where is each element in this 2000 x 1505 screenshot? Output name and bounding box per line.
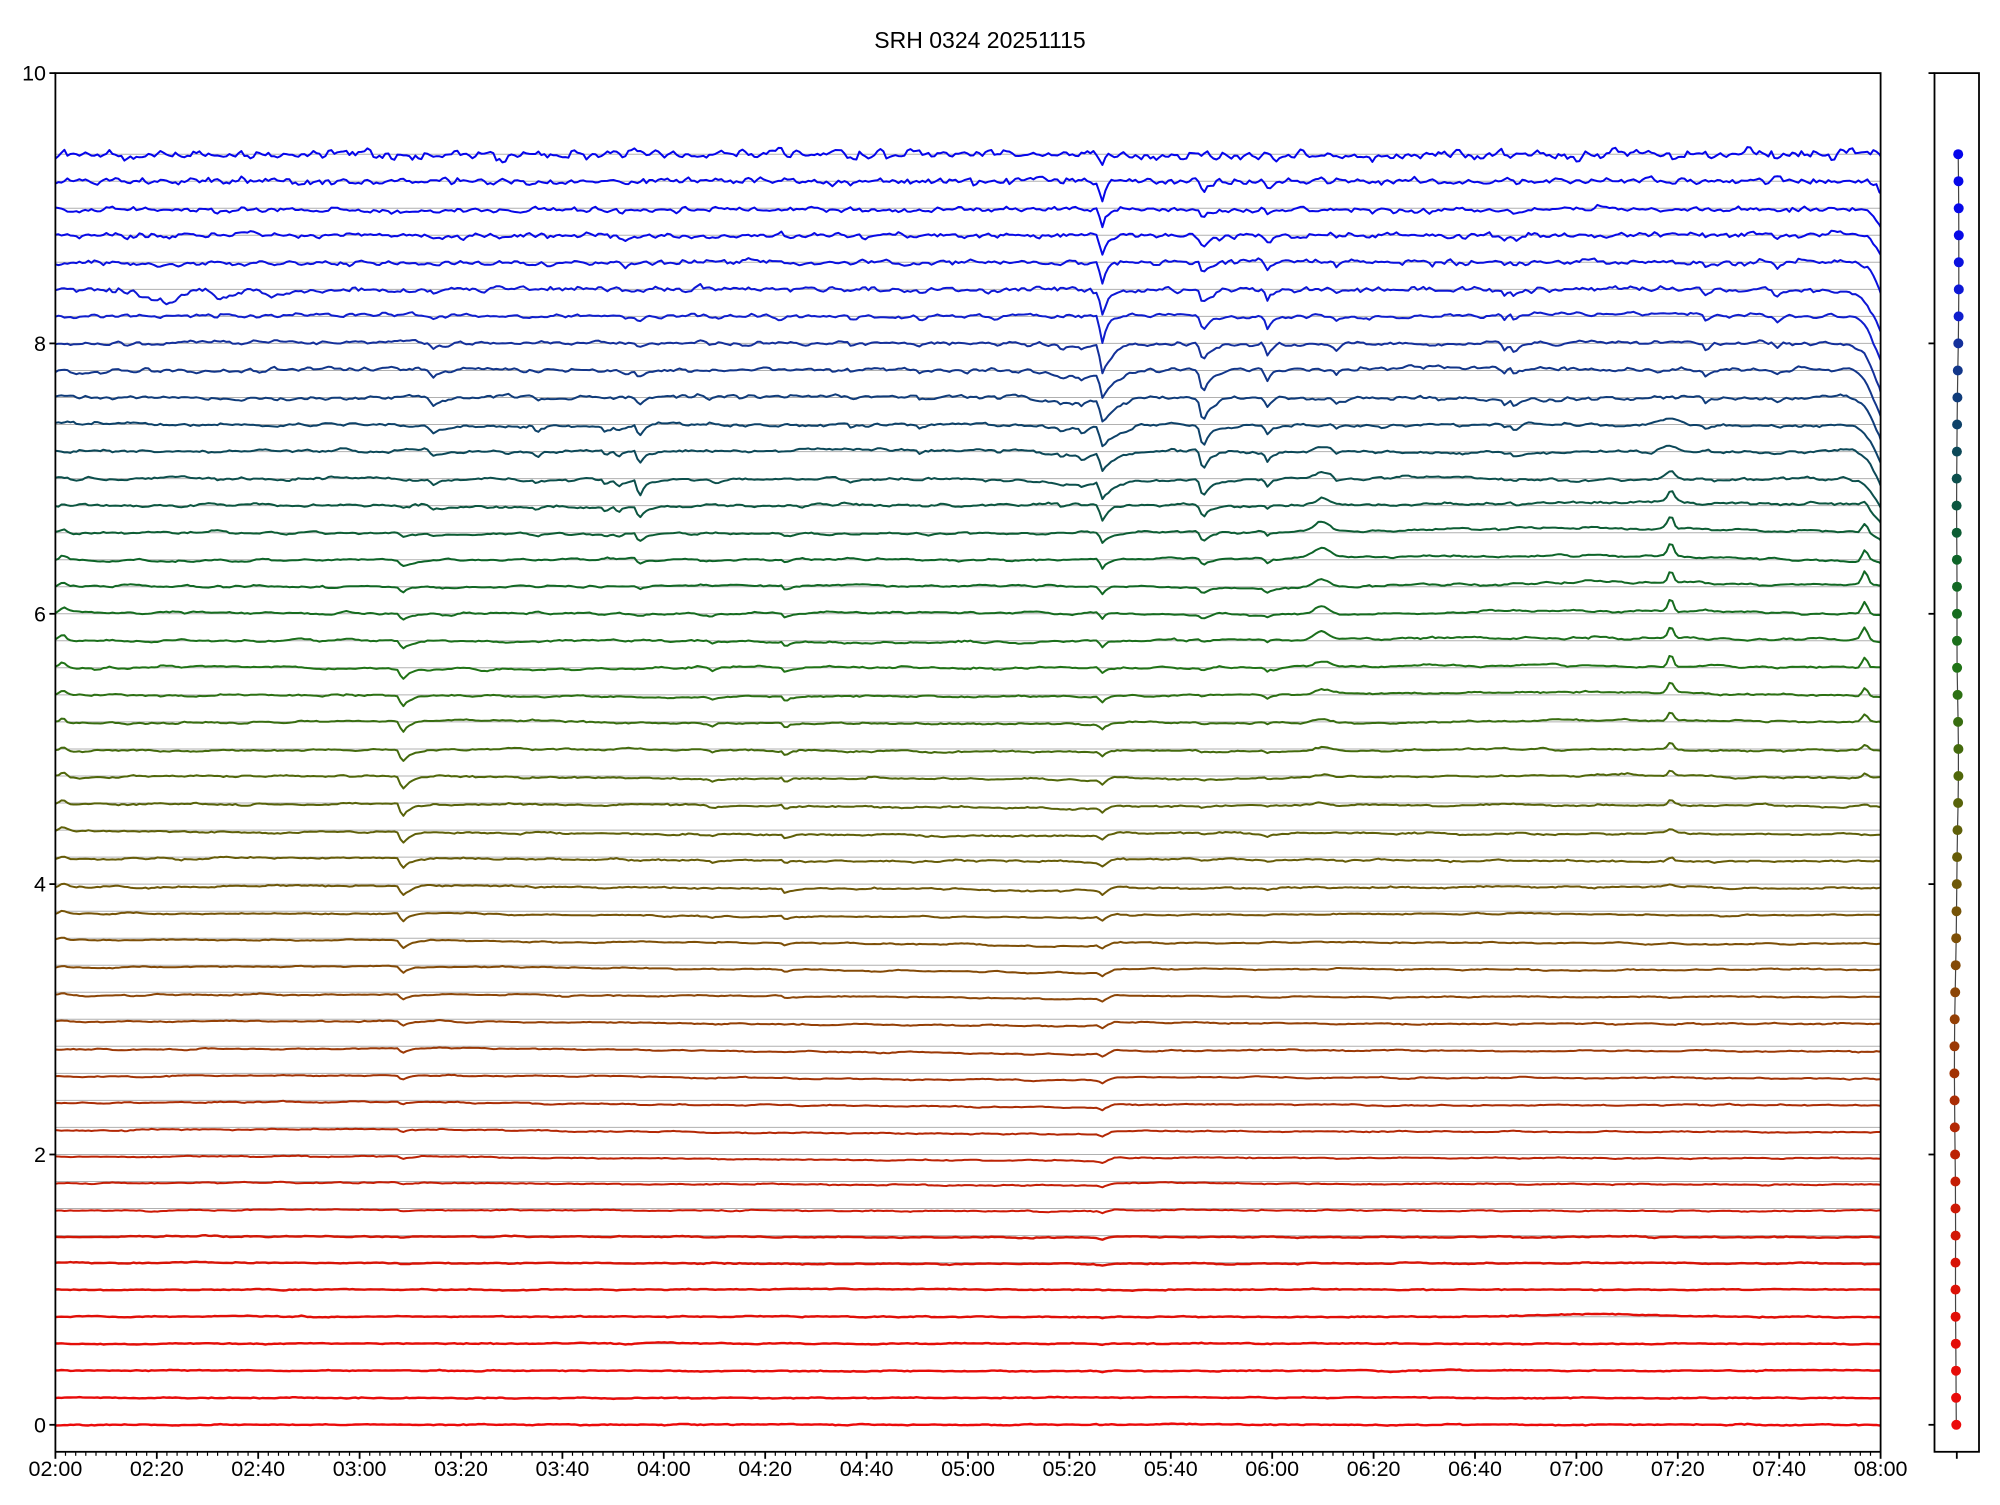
svg-text:03:00: 03:00 [333,1457,387,1481]
svg-text:6: 6 [34,602,46,626]
svg-text:0: 0 [34,1413,46,1437]
svg-text:02:20: 02:20 [130,1457,184,1481]
svg-text:05:00: 05:00 [941,1457,995,1481]
svg-text:08:00: 08:00 [1854,1457,1908,1481]
svg-text:2: 2 [34,1143,46,1167]
svg-text:10: 10 [22,62,46,86]
svg-text:05:40: 05:40 [1144,1457,1198,1481]
svg-text:07:00: 07:00 [1549,1457,1603,1481]
svg-text:02:00: 02:00 [28,1457,82,1481]
svg-text:4: 4 [34,873,46,897]
svg-text:03:20: 03:20 [434,1457,488,1481]
svg-text:SRH 0324 20251115: SRH 0324 20251115 [874,27,1085,53]
svg-text:05:20: 05:20 [1042,1457,1096,1481]
svg-text:04:20: 04:20 [738,1457,792,1481]
svg-text:02:40: 02:40 [231,1457,285,1481]
svg-text:07:20: 07:20 [1651,1457,1705,1481]
svg-text:04:00: 04:00 [637,1457,691,1481]
svg-text:04:40: 04:40 [840,1457,894,1481]
svg-text:06:20: 06:20 [1347,1457,1401,1481]
svg-text:06:00: 06:00 [1245,1457,1299,1481]
svg-text:07:40: 07:40 [1752,1457,1806,1481]
svg-text:03:40: 03:40 [535,1457,589,1481]
svg-text:8: 8 [34,332,46,356]
svg-text:06:40: 06:40 [1448,1457,1502,1481]
